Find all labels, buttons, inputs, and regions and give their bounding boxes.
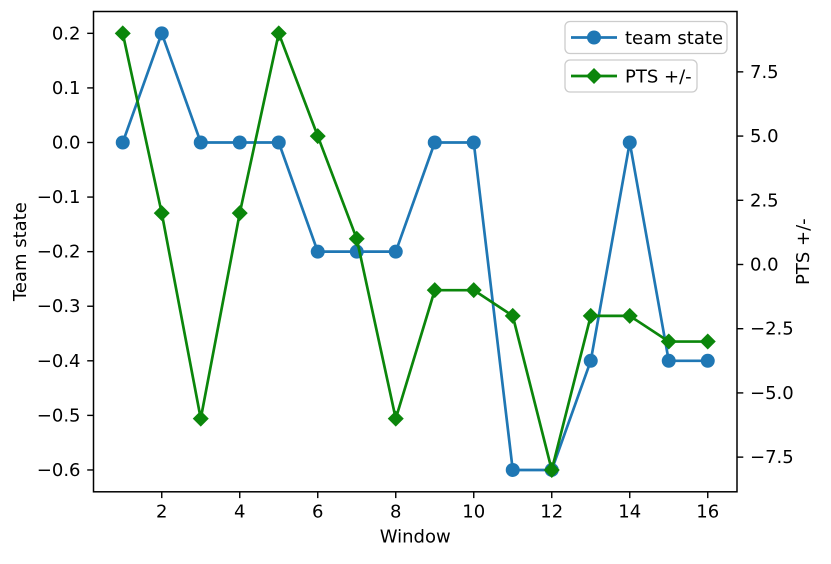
- series-pts-marker: [114, 25, 131, 42]
- series-team-state-marker: [427, 135, 442, 150]
- series-team-state-marker: [115, 135, 130, 150]
- y-left-axis-title: Team state: [10, 202, 31, 302]
- x-axis: 2 4 6 8 10 12 14 16 Window: [156, 491, 719, 548]
- y-left-tick-label: −0.1: [37, 187, 81, 208]
- series-team-state-marker: [271, 135, 286, 150]
- x-tick-label: 16: [696, 501, 719, 522]
- series-pts-marker: [153, 205, 170, 222]
- x-tick-label: 4: [234, 501, 245, 522]
- series-pts-line: [121, 31, 710, 472]
- series-pts-marker: [192, 410, 209, 427]
- series-team-state-marker: [700, 353, 715, 368]
- y-right-tick-label: −7.5: [750, 447, 794, 468]
- y-left-tick-label: −0.4: [37, 351, 81, 372]
- series-team-state-marker: [466, 135, 481, 150]
- series-team-state-marker: [232, 135, 247, 150]
- series-pts-marker: [465, 282, 482, 299]
- series-team-state-marker: [622, 135, 637, 150]
- y-left-tick-label: −0.3: [37, 296, 81, 317]
- x-tick-label: 10: [462, 501, 485, 522]
- legend-team-state: team state: [564, 20, 728, 55]
- series-pts-marker: [660, 333, 677, 350]
- series-pts-marker: [582, 307, 599, 324]
- y-left-tick-label: 0.1: [52, 78, 81, 99]
- x-tick-label: 2: [156, 501, 167, 522]
- series-pts-marker: [621, 307, 638, 324]
- y-right-tick-label: 7.5: [750, 62, 779, 83]
- y-right-tick-label: 2.5: [750, 190, 779, 211]
- series-team-state-marker: [193, 135, 208, 150]
- series-pts: [114, 25, 716, 478]
- legend-pts: PTS +/-: [564, 59, 698, 93]
- y-left-tick-label: 0.0: [52, 132, 81, 153]
- y-left-tick-label: 0.2: [52, 23, 81, 44]
- series-team-state-line: [121, 31, 710, 472]
- y-left-tick-label: −0.5: [37, 405, 81, 426]
- x-tick-label: 6: [312, 501, 323, 522]
- y-left-tick-label: −0.2: [37, 242, 81, 263]
- series-team-state-marker: [154, 26, 169, 41]
- series-pts-marker: [309, 128, 326, 145]
- y-right-tick-label: −2.5: [750, 319, 794, 340]
- series-pts-marker: [348, 230, 365, 247]
- y-right-tick-label: 5.0: [750, 126, 779, 147]
- legend-box: [564, 59, 698, 93]
- legend-label: PTS +/-: [625, 67, 692, 88]
- y-left-tick-label: −0.6: [37, 460, 81, 481]
- series-team-state-marker: [583, 353, 598, 368]
- legend-label: team state: [625, 28, 723, 49]
- x-tick-label: 12: [540, 501, 563, 522]
- series-pts-marker: [387, 410, 404, 427]
- series-team-state-marker: [661, 353, 676, 368]
- series-pts-marker: [426, 282, 443, 299]
- y-right-tick-label: 0.0: [750, 254, 779, 275]
- series-team-state-marker: [505, 462, 520, 477]
- x-tick-label: 8: [390, 501, 401, 522]
- y-axis-right: 7.5 5.0 2.5 0.0 −2.5 −5.0 −7.5 PTS +/-: [737, 62, 814, 468]
- y-right-axis-title: PTS +/-: [793, 218, 814, 285]
- legend-marker: [586, 68, 602, 84]
- series-pts-marker: [270, 25, 287, 42]
- plot-border: [92, 10, 738, 493]
- series-team-state-marker: [310, 244, 325, 259]
- series-pts-marker: [231, 205, 248, 222]
- x-tick-label: 14: [618, 501, 641, 522]
- y-axis-left: 0.2 0.1 0.0 −0.1 −0.2 −0.3 −0.4 −0.5 −0.6 Team st…: [10, 23, 94, 481]
- x-axis-title: Window: [380, 527, 451, 548]
- series-pts-marker: [543, 461, 560, 478]
- legend-marker: [587, 30, 601, 45]
- series-team-state-marker: [388, 244, 403, 259]
- series-pts-marker: [504, 307, 521, 324]
- legend-box: [564, 20, 728, 55]
- series-pts-marker: [699, 333, 716, 350]
- series-team-state: [115, 26, 715, 477]
- y-right-tick-label: −5.0: [750, 383, 794, 404]
